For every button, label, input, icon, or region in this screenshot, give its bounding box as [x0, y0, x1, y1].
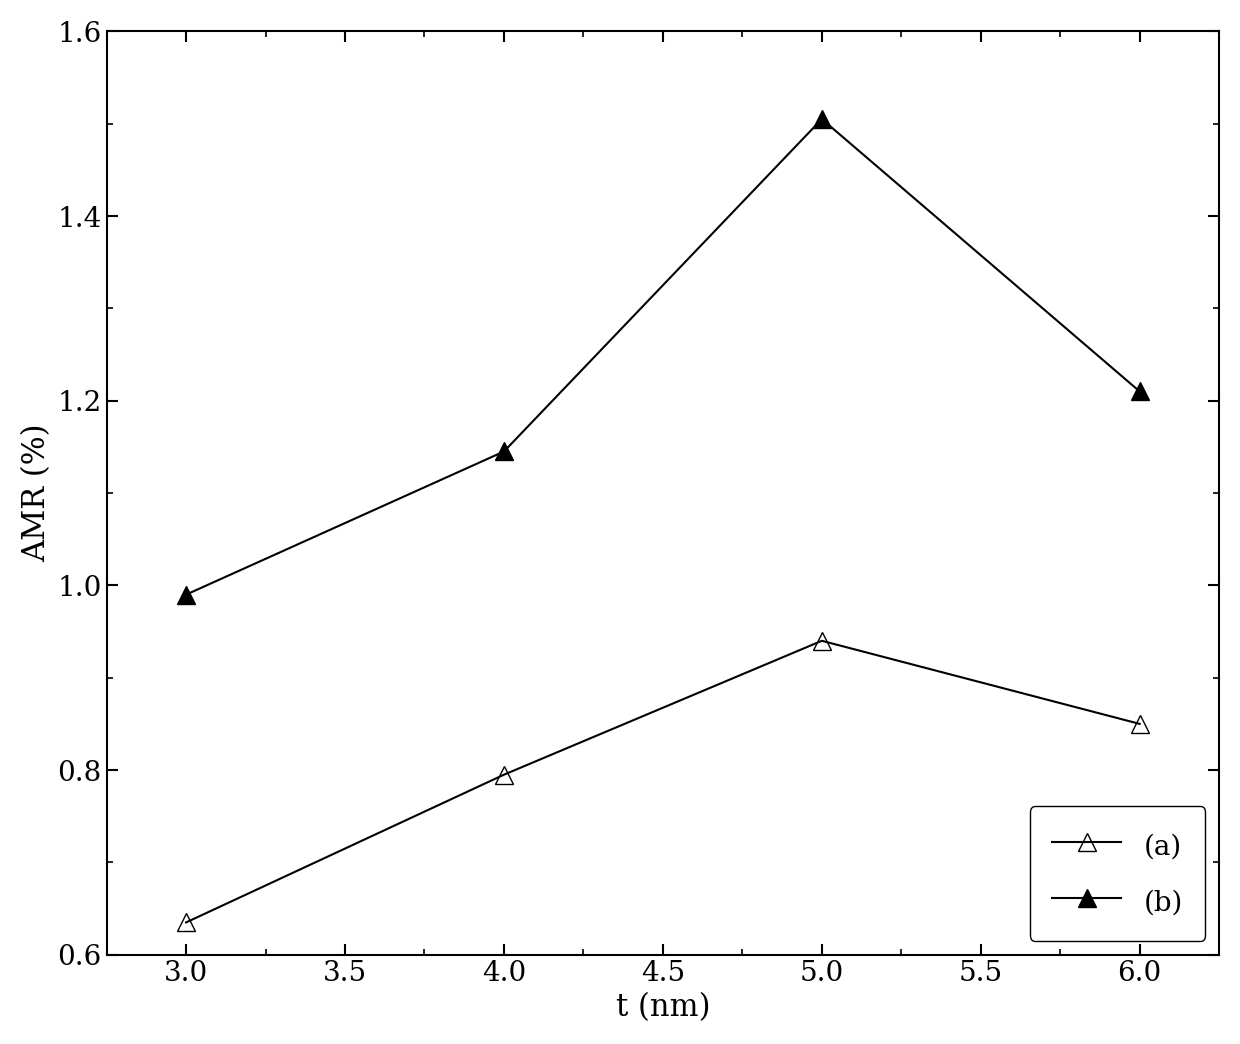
(b) [815, 113, 830, 125]
(a) [179, 917, 193, 929]
(b) [179, 589, 193, 601]
X-axis label: t (nm): t (nm) [615, 992, 711, 1023]
(a) [1132, 717, 1147, 730]
(a) [815, 635, 830, 647]
Legend: (a), (b): (a), (b) [1029, 806, 1205, 941]
Line: (a): (a) [177, 632, 1148, 931]
Y-axis label: AMR (%): AMR (%) [21, 424, 52, 563]
(a) [496, 768, 511, 781]
(b) [496, 445, 511, 457]
Line: (b): (b) [177, 110, 1148, 603]
(b) [1132, 385, 1147, 398]
